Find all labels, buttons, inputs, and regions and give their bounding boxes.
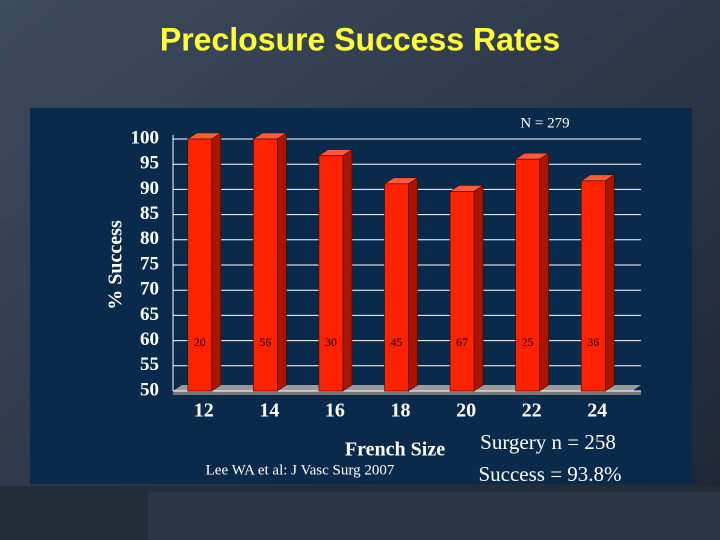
bar-front [384,183,409,392]
citation: Lee WA et al: J Vasc Surg 2007 [206,462,395,478]
bar-side [342,149,353,392]
x-tick-label: 22 [522,400,542,422]
bar [252,132,288,392]
bar-label: 30 [325,335,337,349]
annotation: Surgery n = 258 [480,430,616,454]
bar-front [187,138,213,392]
bar [383,177,419,392]
bar [449,184,485,392]
y-tick-label: 55 [140,354,159,375]
bar-label: 25 [522,335,534,349]
annotation: Success = 93.8% [478,462,621,486]
y-tick-label: 100 [131,127,160,148]
y-tick-label: 90 [140,178,159,199]
floor-front [173,391,641,395]
bar [514,152,550,392]
y-tick-label: 70 [140,279,159,300]
y-tick-label: 80 [140,228,159,249]
x-axis-label: French Size [345,439,445,461]
bar [186,132,222,392]
bar-label: 67 [456,335,468,349]
y-tick-label: 65 [140,304,159,325]
bar-side [539,152,549,392]
y-tick-label: 95 [140,153,159,174]
chart-title: Preclosure Success Rates [160,21,560,57]
bar-side [277,132,287,392]
bar-front [580,180,606,392]
bar-front [318,155,344,392]
x-tick-label: 24 [587,400,607,422]
bar-front [253,138,278,392]
y-axis-label: % Success [105,220,127,310]
x-tick-label: 12 [194,400,214,422]
x-tick-label: 14 [259,400,279,422]
bar-label: 36 [587,335,599,349]
bar-label: 45 [391,335,403,349]
bar-side [408,177,418,392]
subtitle: N = 279 [520,115,569,131]
bar [580,174,616,392]
bar-side [604,174,615,392]
bottom-panel [148,492,720,540]
bar-front [449,191,475,392]
y-tick-label: 50 [140,379,159,400]
bar [317,149,353,392]
bar-label: 56 [259,335,271,349]
y-tick-label: 60 [140,329,159,350]
bar-side [211,132,222,392]
bar-front [515,158,540,392]
bar-label: 20 [194,335,206,349]
x-tick-label: 16 [325,400,345,422]
y-tick-label: 85 [140,203,159,224]
bar-side [473,184,484,392]
x-tick-label: 20 [456,400,476,422]
y-tick-label: 75 [140,253,159,274]
x-tick-label: 18 [391,400,411,422]
